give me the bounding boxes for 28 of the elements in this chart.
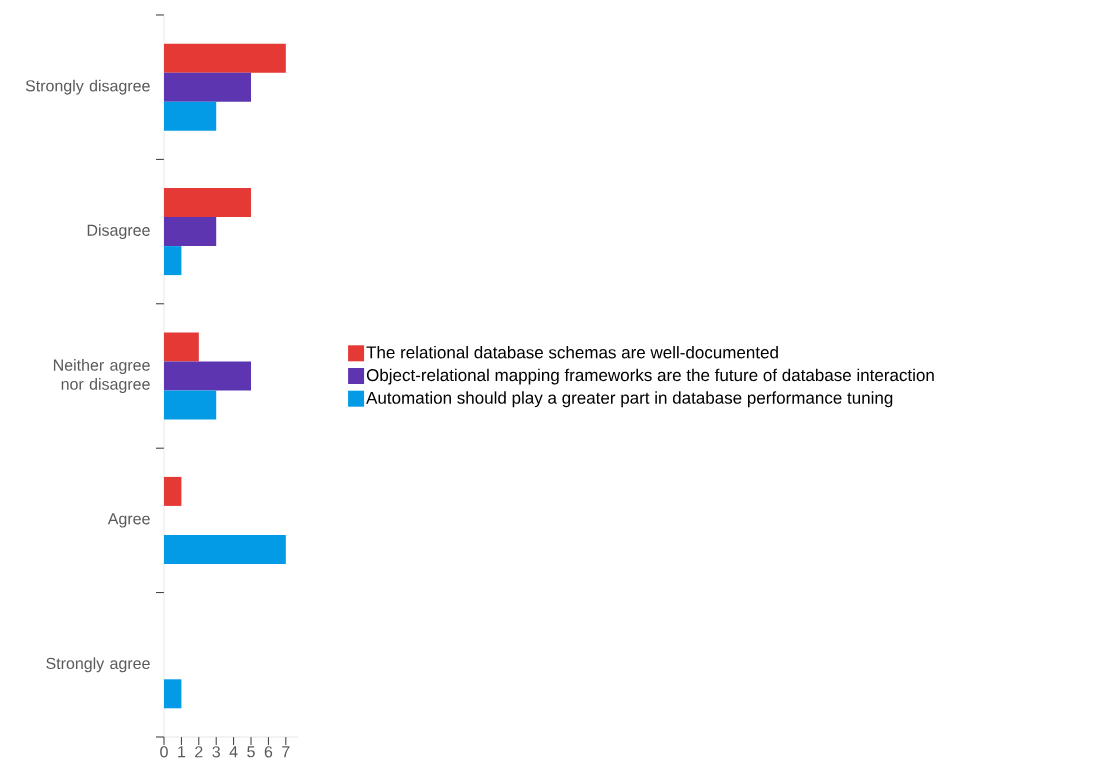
x-tick-label: 7 [282,746,290,758]
bar [164,101,217,131]
x-tick-label: 0 [160,746,168,758]
legend-label: Automation should play a greater part in database performance tuning [366,391,893,408]
legend-label: The relational database schemas are well-documented [366,345,778,359]
x-tick-label: 3 [212,746,220,758]
bar [164,217,217,247]
bar [164,188,252,218]
bar [164,43,286,73]
bar [164,361,252,391]
bar [164,72,252,102]
y-tick-label: Strongly disagree [25,79,150,95]
y-tick-label: Disagree [87,224,150,240]
y-tick-label: Agree [107,513,150,528]
bar [164,476,182,506]
y-tick-label: Strongly agree [46,657,150,673]
x-tick-label: 2 [195,746,203,758]
bar [164,534,286,564]
bar [164,332,199,362]
x-tick-label: 5 [247,746,255,758]
legend-label: Object-relational mapping frameworks are the future of database interaction [366,368,934,385]
x-tick-label: 4 [229,746,238,758]
x-tick-label: 6 [264,746,273,758]
x-tick-label: 1 [178,746,186,758]
bar [164,390,217,420]
bar [164,246,182,276]
y-tick-label: Neither agree nor disagree [53,359,150,393]
bar [164,679,182,709]
